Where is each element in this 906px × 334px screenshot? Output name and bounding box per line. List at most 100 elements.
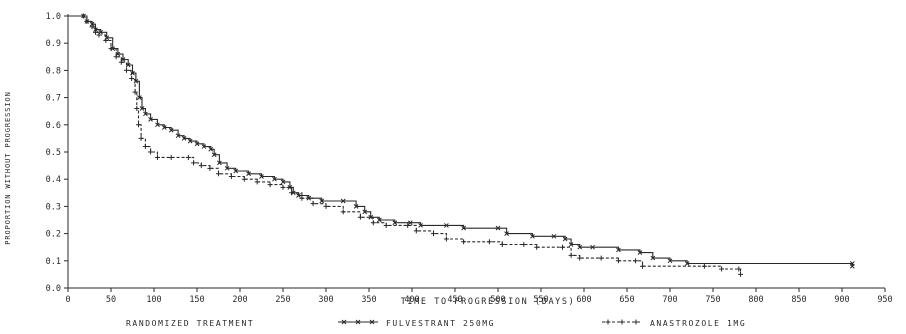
censor-marker [108, 46, 114, 52]
censor-marker [849, 263, 855, 269]
censor-marker [148, 149, 154, 155]
legend-marker [355, 319, 361, 325]
censor-marker [577, 244, 583, 250]
censor-marker [181, 136, 187, 141]
censor-marker [486, 239, 492, 245]
censor-marker [168, 154, 174, 160]
censor-marker [136, 122, 142, 128]
censor-marker [323, 203, 329, 209]
censor-marker [392, 220, 398, 226]
censor-marker [443, 236, 449, 242]
censor-marker [254, 179, 260, 185]
y-tick-label: 0.8 [46, 66, 61, 76]
censor-marker [123, 67, 129, 73]
censor-marker [560, 244, 565, 250]
censor-marker [650, 255, 656, 261]
x-tick-label: 650 [619, 295, 634, 305]
censor-marker [598, 255, 604, 261]
censor-marker [368, 214, 374, 220]
censor-marker [615, 258, 621, 264]
x-tick-label: 950 [877, 295, 892, 305]
x-tick-label: 150 [189, 295, 204, 305]
y-tick-label: 0.5 [46, 148, 61, 158]
censor-marker [719, 266, 725, 272]
censor-marker [306, 195, 312, 201]
censor-marker [736, 266, 742, 272]
censor-marker [616, 247, 621, 253]
series-layer [68, 13, 855, 277]
censor-marker [132, 89, 138, 95]
censor-marker [96, 32, 102, 38]
censor-marker [461, 225, 466, 231]
censor-marker [299, 195, 305, 201]
censor-marker [319, 198, 325, 204]
text-layer: TIME TO PROGRESSION (DAYS) PROPORTION WI… [4, 91, 574, 328]
x-tick-label: 300 [318, 295, 333, 305]
censor-marker [340, 198, 346, 204]
censor-marker [246, 171, 251, 177]
legend-label-fulvestrant: FULVESTRANT 250MG [386, 319, 495, 328]
censor-marker [357, 214, 363, 220]
censor-marker [187, 138, 193, 144]
x-tick-label: 600 [576, 295, 591, 305]
censor-marker [353, 204, 359, 209]
censor-marker [684, 261, 690, 266]
censor-marker [383, 222, 389, 228]
censor-marker [405, 222, 411, 228]
censor-marker [185, 154, 191, 160]
censor-marker [161, 125, 167, 130]
x-tick-label: 900 [834, 295, 849, 305]
y-tick-label: 0.7 [46, 94, 61, 104]
censor-marker [198, 163, 204, 169]
censor-marker [168, 127, 174, 133]
y-tick-label: 1.0 [46, 12, 61, 22]
censor-marker [495, 225, 501, 231]
y-tick-label: 0.0 [46, 284, 61, 294]
censor-marker [113, 54, 119, 60]
legend: FULVESTRANT 250MG ANASTROZOLE 1MG [338, 319, 745, 328]
censor-marker [362, 209, 368, 215]
legend-marker [619, 319, 625, 325]
censor-marker [534, 244, 540, 250]
censor-marker [310, 201, 316, 207]
censor-marker [562, 236, 568, 242]
censor-marker [551, 233, 557, 239]
censor-marker [530, 233, 535, 239]
censor-marker [103, 37, 109, 43]
censor-marker [138, 135, 144, 141]
censor-marker [738, 271, 744, 277]
censor-marker [499, 241, 505, 247]
x-tick-label: 0 [65, 295, 70, 305]
censor-marker [413, 228, 419, 234]
censor-marker [407, 220, 413, 226]
censor-marker [568, 252, 574, 258]
x-tick-label: 450 [447, 295, 462, 305]
censor-marker [142, 144, 148, 150]
legend-title: RANDOMIZED TREATMENT [126, 319, 254, 328]
y-tick-label: 0.2 [46, 230, 61, 240]
censor-marker [296, 193, 301, 198]
censor-marker [84, 18, 90, 24]
censor-marker [259, 174, 264, 179]
legend-marker [633, 319, 639, 325]
censor-marker [208, 146, 214, 152]
legend-marker [605, 319, 611, 325]
x-tick-label: 100 [146, 295, 161, 305]
censor-marker [590, 244, 595, 250]
censor-marker [701, 263, 707, 269]
censor-marker [137, 95, 142, 100]
censor-marker [444, 223, 449, 228]
censor-marker [521, 241, 527, 247]
x-tick-label: 250 [275, 295, 290, 305]
x-tick-label: 400 [404, 295, 419, 305]
legend-marker [341, 319, 347, 325]
censor-marker [155, 122, 160, 128]
series-line-fulvestrant [68, 15, 853, 267]
censor-marker [376, 217, 382, 223]
censor-marker [280, 179, 286, 185]
y-tick-label: 0.4 [46, 175, 61, 185]
censor-marker [233, 168, 239, 174]
legend-marker [369, 319, 375, 325]
